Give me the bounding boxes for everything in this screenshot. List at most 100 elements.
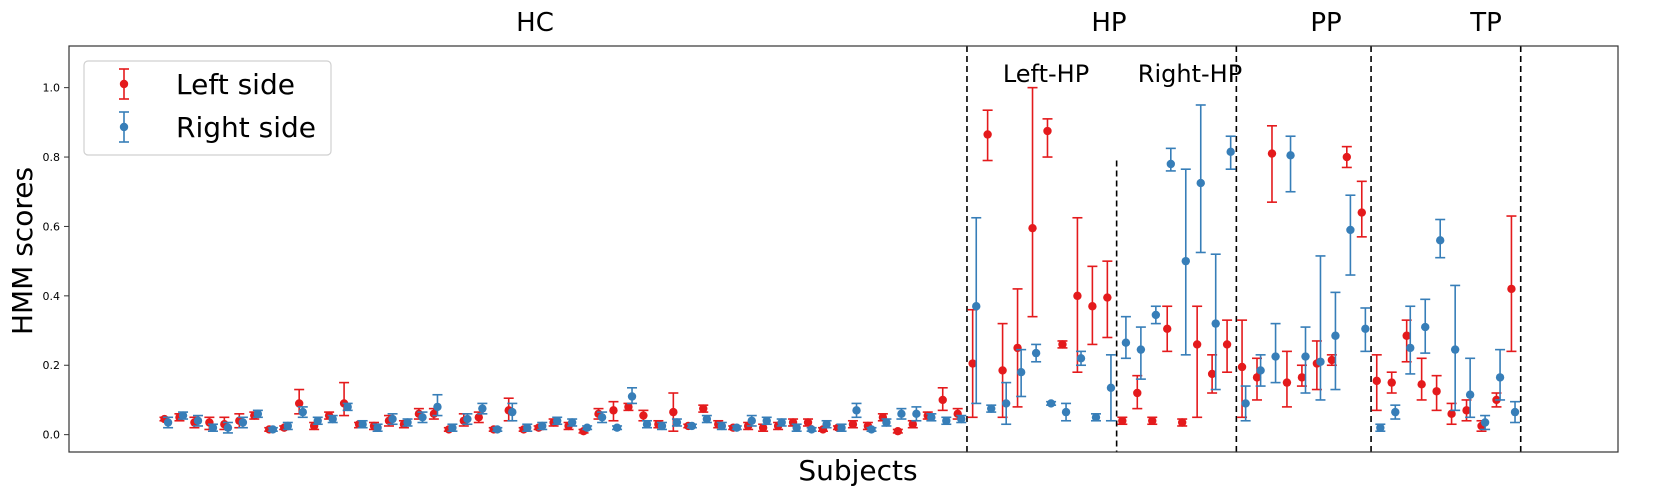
data-point [1207,369,1217,379]
data-point-right [357,419,368,429]
data-point [612,423,622,432]
legend: Left side Right side [83,60,332,156]
data-point [807,425,816,434]
data-point [582,423,592,432]
data-point-right [1105,354,1116,422]
data-point [1436,236,1445,245]
data-point [1387,378,1396,387]
data-point-right [207,423,218,432]
data-point [283,421,293,431]
group-labels: HC HP PP TP [516,8,1502,38]
group-label-hp: HP [1091,8,1126,38]
data-point [912,409,921,419]
data-point-right [1225,135,1236,170]
data-point [433,402,442,412]
data-point [1073,291,1082,301]
data-point [1447,409,1456,419]
data-point-right [1076,350,1087,367]
data-point-right [986,404,997,413]
y-tick-label: 0.8 [43,151,61,164]
data-point-right [911,406,922,422]
data-point-right [252,409,263,419]
data-point-left [1296,364,1307,387]
y-axis: 0.0 0.2 0.4 0.6 0.8 1.0 HMM scores [6,82,69,442]
data-point [253,409,263,419]
data-point [1166,159,1176,169]
data-point [508,407,517,417]
data-point [1510,407,1520,417]
data-point [463,414,472,424]
data-point [987,404,996,413]
data-point [972,302,981,311]
data-point [1177,418,1187,427]
data-point [942,416,951,425]
data-point [313,416,322,425]
data-point [1417,380,1426,389]
data-point [1028,223,1037,233]
data-point-right [971,216,982,405]
data-point [567,418,577,427]
data-point-left [1371,354,1382,412]
data-point-right [701,414,712,424]
data-point [717,421,727,431]
data-point-right [193,414,204,427]
data-point-right [1001,381,1012,426]
data-point [927,413,936,422]
data-point [803,418,813,427]
data-point-left [1416,357,1427,401]
data-point [1252,373,1262,382]
data-point [1480,418,1490,427]
y-tick-label: 0.0 [43,429,61,442]
data-point [1043,126,1052,136]
data-point [418,413,427,422]
subgroup-label-right-hp: Right-HP [1138,60,1242,88]
data-point-right [597,411,608,424]
data-point [792,423,801,432]
data-point [1432,387,1441,396]
data-point [1376,423,1385,432]
data-point [1391,407,1400,417]
data-point [358,420,367,429]
data-point [1121,338,1131,347]
data-point-left [1266,125,1277,203]
data-point-right [1480,414,1491,431]
data-point-right [1465,357,1476,419]
data-point-right [222,421,233,434]
data-point-right [1270,322,1281,384]
data-point-right [612,423,623,432]
y-tick-label: 0.2 [43,359,61,372]
data-point [1241,399,1250,408]
data-point-left [1222,319,1233,373]
y-tick-label: 0.6 [43,220,61,233]
data-point [163,418,173,427]
data-point-right [342,402,353,412]
data-point-right [297,406,308,419]
data-point-right [1285,135,1296,193]
data-point-right [1495,348,1506,401]
data-point-right [1120,315,1131,360]
data-point-right [1016,348,1027,398]
data-point-left [967,308,978,419]
data-point-left [1072,216,1083,373]
y-ticks: 0.0 0.2 0.4 0.6 0.8 1.0 [43,82,69,442]
data-point-right [432,393,443,417]
data-point [1282,378,1292,387]
data-point [1462,406,1471,415]
data-point-right [492,425,503,434]
data-point [1297,373,1307,382]
data-point [672,418,682,427]
data-point-right [163,416,174,429]
data-point [1346,225,1355,235]
data-point-right [1210,253,1221,391]
data-point-right [522,423,533,432]
data-point-left [1132,374,1143,410]
data-point [882,418,891,427]
data-point [1001,399,1011,408]
data-point [1406,343,1415,353]
data-point [908,420,917,429]
data-point [1046,399,1056,408]
data-point-left [1177,418,1188,427]
data-point-left [1341,145,1352,169]
legend-box [83,60,332,156]
data-point-left [1117,416,1128,426]
